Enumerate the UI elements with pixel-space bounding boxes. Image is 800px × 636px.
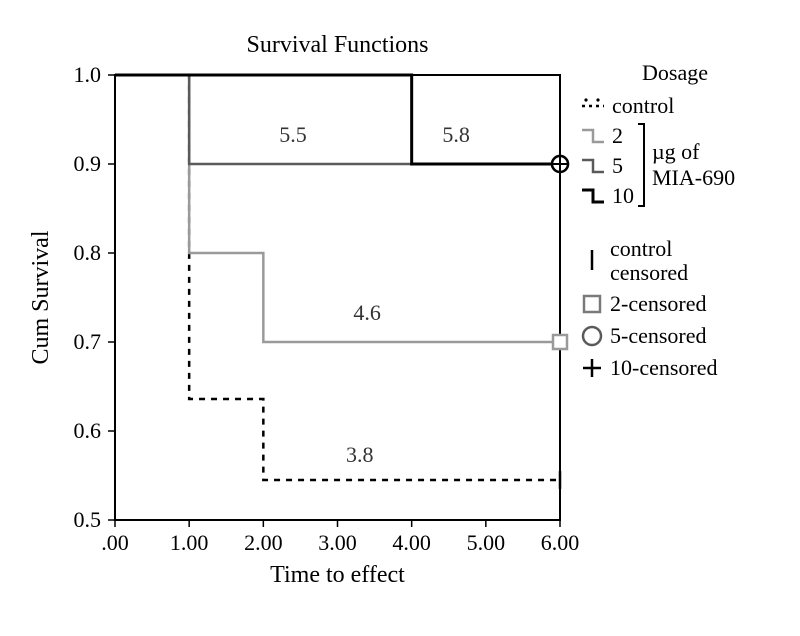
legend-item-label: control (612, 93, 674, 118)
chart-title: Survival Functions (246, 32, 428, 58)
censor-square (553, 335, 567, 349)
x-tick-label: .00 (101, 530, 129, 555)
x-tick-label: 4.00 (392, 530, 431, 555)
legend-censored-label: 2-censored (610, 291, 707, 316)
legend-unit-label: µg of (652, 139, 700, 164)
chart-svg: Survival Functions .00 1.00 2.00 3.00 4.00 5.0… (20, 20, 780, 616)
chart-annotation: 5.8 (442, 122, 470, 147)
y-tick-label: 0.5 (74, 507, 102, 532)
series-d5 (115, 75, 560, 164)
legend-censored-label: 10-censored (610, 355, 718, 380)
y-tick-label: 1.0 (74, 62, 102, 87)
x-tick-label: 2.00 (244, 530, 283, 555)
series-d2 (115, 75, 560, 342)
legend-bracket (638, 124, 644, 206)
legend-unit-label: MIA-690 (652, 165, 735, 190)
legend-censored-label: censored (610, 260, 688, 285)
series-d10 (115, 75, 560, 164)
chart-annotation: 5.5 (279, 122, 307, 147)
x-tick-label: 1.00 (170, 530, 209, 555)
legend: Dosagecontrol2510µg ofMIA-690controlcens… (582, 60, 735, 380)
chart-annotation: 3.8 (346, 442, 374, 467)
y-tick-label: 0.9 (74, 151, 102, 176)
legend-title: Dosage (642, 60, 708, 85)
y-tick-label: 0.8 (74, 240, 102, 265)
x-tick-label: 3.00 (318, 530, 357, 555)
x-axis-label: Time to effect (270, 562, 405, 588)
legend-item-label: 10 (612, 183, 634, 208)
legend-censored-label: control (610, 236, 672, 261)
chart-annotation: 4.6 (353, 300, 381, 325)
y-tick-label: 0.6 (74, 418, 102, 443)
legend-item-label: 5 (612, 153, 623, 178)
survival-chart: Survival Functions .00 1.00 2.00 3.00 4.00 5.0… (20, 20, 780, 616)
plot-border (115, 75, 560, 520)
y-axis-label: Cum Survival (28, 230, 54, 364)
x-tick-label: 5.00 (467, 530, 506, 555)
legend-item-label: 2 (612, 123, 623, 148)
legend-censored-label: 5-censored (610, 323, 707, 348)
y-tick-label: 0.7 (74, 329, 102, 354)
x-tick-label: 6.00 (541, 530, 580, 555)
series-control (115, 75, 560, 480)
